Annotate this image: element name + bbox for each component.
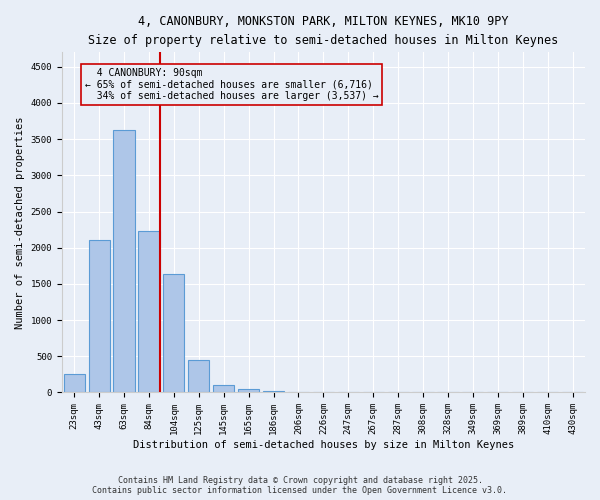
X-axis label: Distribution of semi-detached houses by size in Milton Keynes: Distribution of semi-detached houses by … bbox=[133, 440, 514, 450]
Bar bbox=[64, 374, 85, 392]
Bar bbox=[263, 391, 284, 392]
Text: Contains HM Land Registry data © Crown copyright and database right 2025.
Contai: Contains HM Land Registry data © Crown c… bbox=[92, 476, 508, 495]
Bar bbox=[238, 389, 259, 392]
Text: 4 CANONBURY: 90sqm
← 65% of semi-detached houses are smaller (6,716)
  34% of se: 4 CANONBURY: 90sqm ← 65% of semi-detache… bbox=[85, 68, 379, 102]
Bar bbox=[89, 240, 110, 392]
Bar bbox=[163, 274, 184, 392]
Y-axis label: Number of semi-detached properties: Number of semi-detached properties bbox=[15, 116, 25, 328]
Bar bbox=[139, 231, 160, 392]
Bar bbox=[213, 384, 235, 392]
Bar bbox=[188, 360, 209, 392]
Title: 4, CANONBURY, MONKSTON PARK, MILTON KEYNES, MK10 9PY
Size of property relative t: 4, CANONBURY, MONKSTON PARK, MILTON KEYN… bbox=[88, 15, 559, 47]
Bar bbox=[113, 130, 134, 392]
